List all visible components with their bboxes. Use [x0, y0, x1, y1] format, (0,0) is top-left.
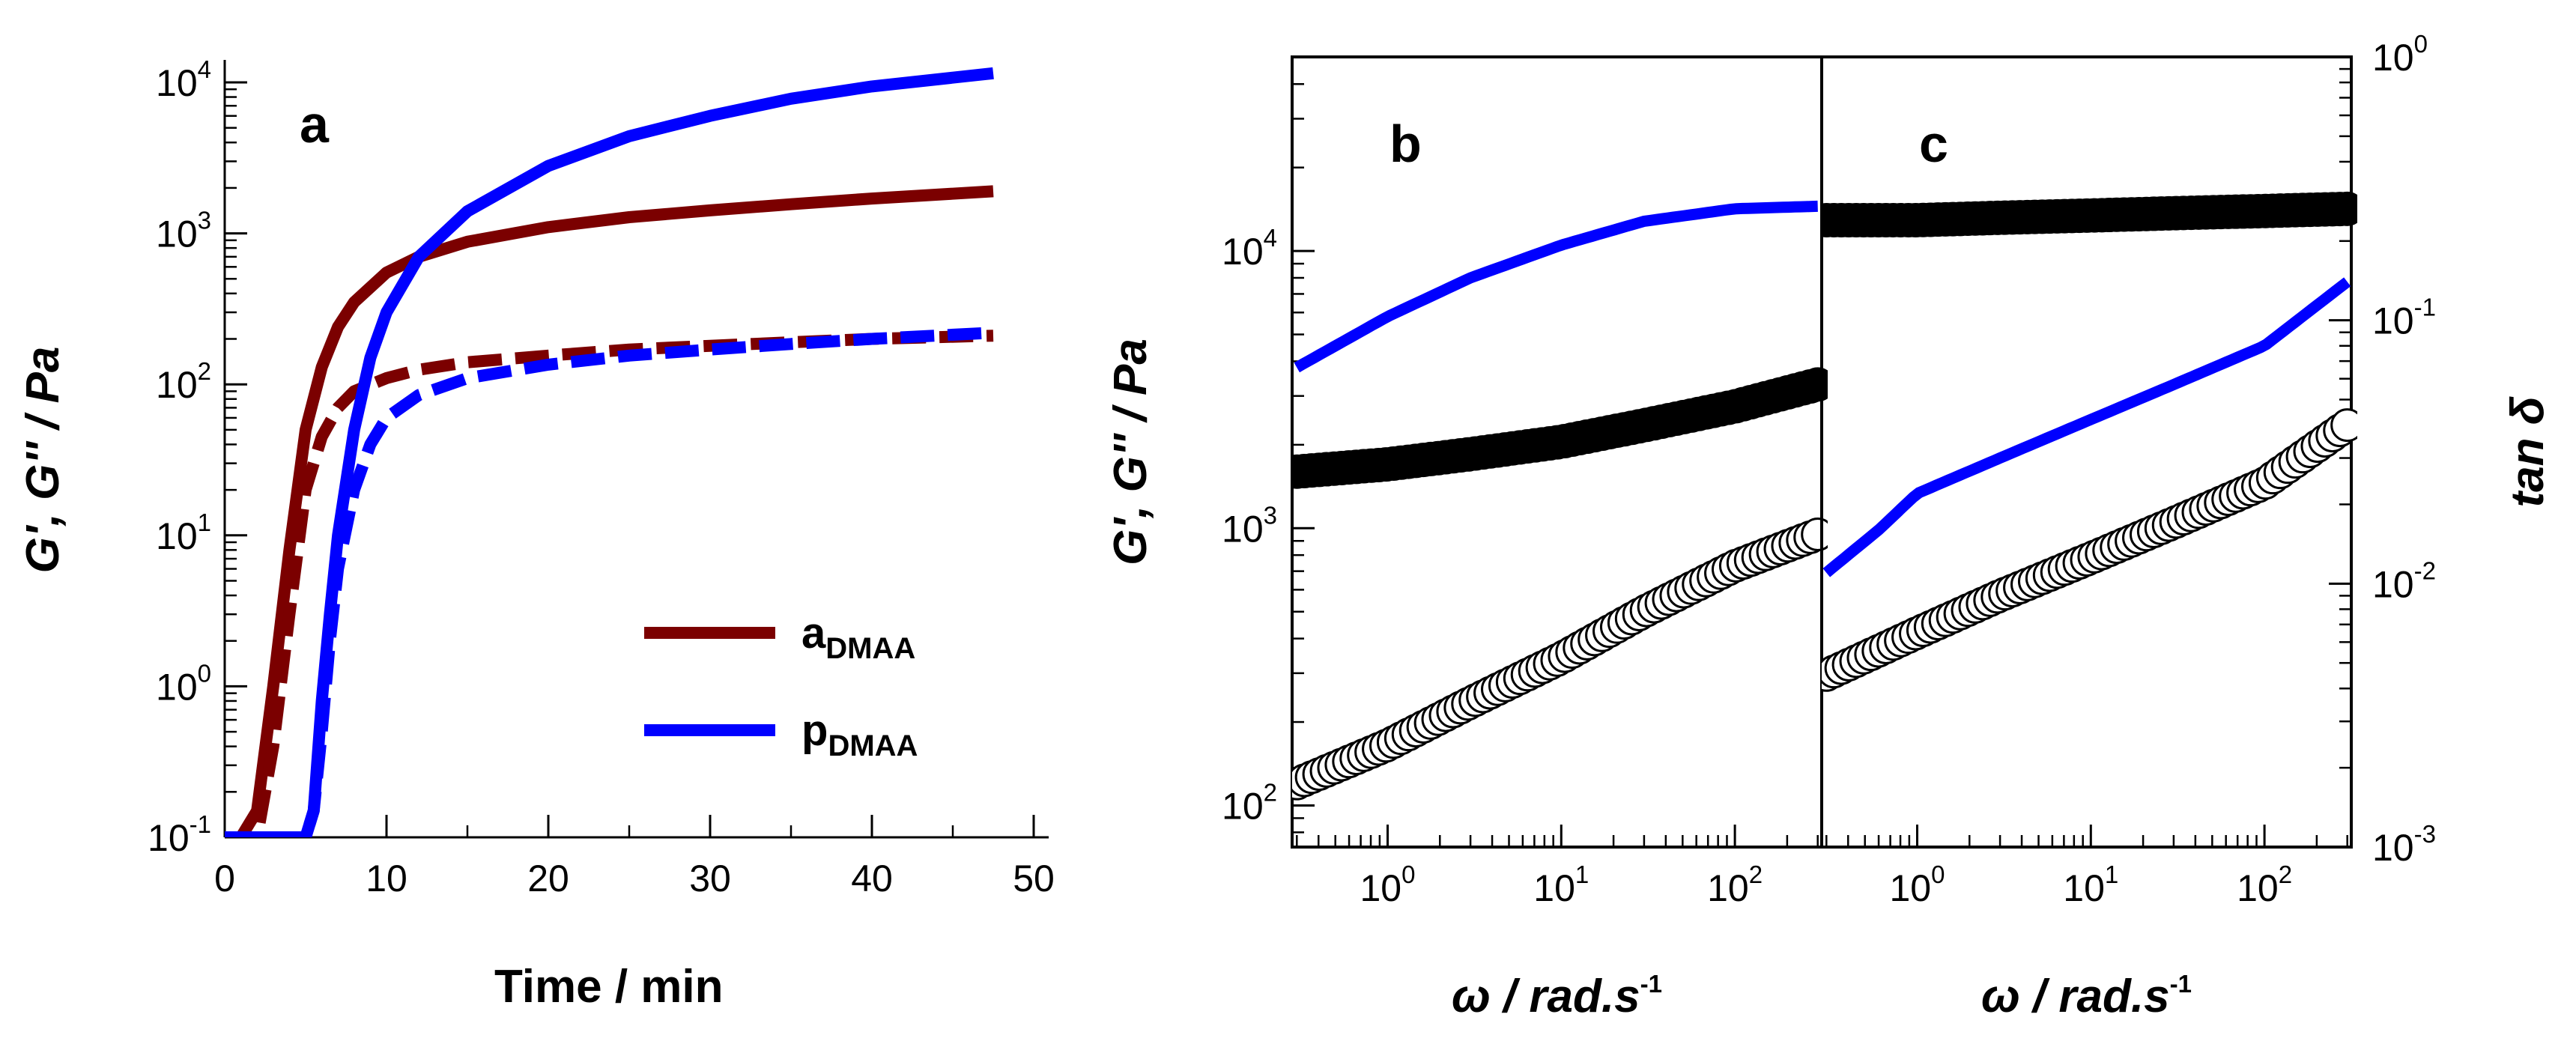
panel-c-x-axis-title: ω / rad.s-1 — [1981, 970, 2192, 1022]
panel-a-series-line — [225, 185, 994, 837]
panel-a-series-line — [225, 327, 994, 837]
panel-c-y-tick-label-base: 10 — [2372, 827, 2414, 869]
panel-b-x-tick-label-exp: 1 — [1575, 861, 1589, 888]
panel-c-y-tick-label-exp: -2 — [2414, 556, 2436, 584]
panel-c-y-axis-title: tan δ — [2502, 396, 2554, 507]
panel-b-y-tick-label: 103 — [1222, 501, 1277, 550]
panel-a-legend-main: a — [801, 609, 826, 658]
panel-b-x-tick-label: 101 — [1533, 861, 1589, 909]
panel-c-y-tick-label: 10-3 — [2372, 820, 2436, 869]
panel-a-y-tick-label: 101 — [156, 509, 211, 557]
panel-a-y-tick-label-exp: 4 — [198, 55, 211, 83]
panel-c-open-point — [2330, 408, 2357, 443]
panel-c-frame — [1820, 55, 2353, 849]
panel-a-y-tick-label-base: 10 — [156, 62, 198, 104]
panel-b-x-tick-label-exp: 0 — [1401, 861, 1415, 888]
panel-a-series-line — [225, 67, 994, 837]
panel-a-y-tick-label-exp: 1 — [198, 509, 211, 536]
panel-a-y-tick-label-exp: 2 — [198, 357, 211, 385]
panel-c-y-tick-label-exp: -1 — [2414, 294, 2436, 321]
panel-b-filled-point — [1800, 367, 1828, 402]
panel-a-y-tick-label-base: 10 — [156, 666, 198, 708]
panel-a-y-tick-label-exp: 0 — [198, 659, 211, 687]
panel-b-x-axis-title: ω / rad.s-1 — [1452, 970, 1662, 1022]
panel-b-letter: b — [1389, 115, 1422, 173]
panel-b-x-tick-label-base: 10 — [1533, 867, 1575, 909]
panel-b-x-tick-label: 100 — [1360, 861, 1415, 909]
panel-a-x-tick-label: 50 — [1013, 858, 1055, 899]
panel-c-y-tick-label: 10-1 — [2372, 294, 2436, 342]
panel-c-y-tick-label-exp: 0 — [2414, 30, 2428, 58]
panel-b-y-tick-label: 102 — [1222, 778, 1277, 827]
panel-b-x-tick-label-base: 10 — [1360, 867, 1401, 909]
panel-c-filled-point — [2330, 191, 2357, 226]
panel-b-series-line — [1294, 200, 1818, 373]
panel-b-y-axis-title: G', G'' / Pa — [1105, 339, 1157, 565]
panel-c-y-tick-label-exp: -3 — [2414, 820, 2436, 848]
panel-a-legend-label: aDMAA — [801, 609, 915, 665]
panel-a-x-tick-label: 10 — [366, 858, 407, 899]
panel-c-y-tick-label-base: 10 — [2372, 563, 2414, 605]
panel-b-y-tick-label-base: 10 — [1222, 508, 1264, 550]
panel-a-legend-sub: DMAA — [825, 632, 915, 665]
panel-a-y-tick-label-exp: -1 — [190, 810, 211, 838]
panel-c-y-tick-label-base: 10 — [2372, 37, 2414, 79]
panel-a-y-tick-label-base: 10 — [148, 817, 190, 859]
panel-c-x-tick-label: 102 — [2237, 861, 2292, 909]
panel-a-legend-label: pDMAA — [801, 706, 918, 762]
panel-a-x-axis-title: Time / min — [494, 961, 724, 1013]
panel-c-x-tick-label-base: 10 — [2237, 867, 2279, 909]
panel-c-letter: c — [1919, 115, 1948, 173]
panel-b-x-tick-label: 102 — [1707, 861, 1763, 909]
panel-b-y-tick-label-exp: 4 — [1264, 224, 1277, 252]
panel-a-x-tick-label: 0 — [214, 858, 235, 899]
panel-b-y-tick-label-exp: 3 — [1264, 501, 1277, 529]
panel-b-y-tick-label-exp: 2 — [1264, 778, 1277, 806]
panel-b-x-axis-title-sup: -1 — [1640, 970, 1662, 998]
panel-a-y-tick-label: 103 — [156, 207, 211, 255]
panel-a-y-tick-label: 100 — [156, 659, 211, 708]
panel-a-legend-sub: DMAA — [828, 729, 918, 762]
panel-b-open-point — [1801, 518, 1828, 552]
panel-a-x-tick-label: 40 — [851, 858, 893, 899]
panel-b-x-tick-label-base: 10 — [1707, 867, 1749, 909]
panel-a-legend-main: p — [801, 706, 828, 755]
panel-a-y-tick-label-base: 10 — [156, 213, 198, 255]
panel-c-y-tick-label: 10-2 — [2372, 556, 2436, 605]
panel-a-y-axis-title: G', G'' / Pa — [17, 347, 69, 574]
panel-a-y-tick-label-base: 10 — [156, 515, 198, 557]
panel-b-y-tick-label-base: 10 — [1222, 785, 1264, 827]
panel-b-y-tick-label: 104 — [1222, 224, 1277, 273]
panel-c-x-tick-label-base: 10 — [1889, 867, 1931, 909]
panel-a-y-tick-label-exp: 3 — [198, 207, 211, 234]
panel-a-y-tick-label-base: 10 — [156, 364, 198, 406]
panel-c-x-axis-title-sup: -1 — [2170, 970, 2192, 998]
panel-c-x-tick-label-exp: 0 — [1931, 861, 1945, 888]
panel-c-y-tick-label: 100 — [2372, 30, 2428, 79]
panel-c-x-tick-label: 100 — [1889, 861, 1945, 909]
panel-c-y-tick-label-base: 10 — [2372, 300, 2414, 342]
panel-c-series-line — [1822, 277, 2351, 577]
panel-c-x-axis-title-main: ω / rad.s — [1981, 971, 2170, 1022]
panel-a-x-tick-label: 20 — [527, 858, 569, 899]
panel-c-x-tick-label-exp: 2 — [2279, 861, 2292, 888]
panel-a-x-tick-label: 30 — [689, 858, 731, 899]
panel-b-x-tick-label-exp: 2 — [1749, 861, 1763, 888]
panel-c-x-tick-label-base: 10 — [2063, 867, 2105, 909]
panel-c-x-tick-label-exp: 1 — [2105, 861, 2118, 888]
panel-b-y-tick-label-base: 10 — [1222, 231, 1264, 273]
panel-a-y-tick-label: 102 — [156, 357, 211, 406]
panel-c-x-tick-label: 101 — [2063, 861, 2118, 909]
panel-b-x-axis-title-main: ω / rad.s — [1452, 971, 1640, 1022]
panel-a-y-tick-label: 10-1 — [148, 810, 211, 859]
panel-a-letter: a — [300, 95, 330, 154]
panel-a-y-tick-label: 104 — [156, 55, 211, 104]
